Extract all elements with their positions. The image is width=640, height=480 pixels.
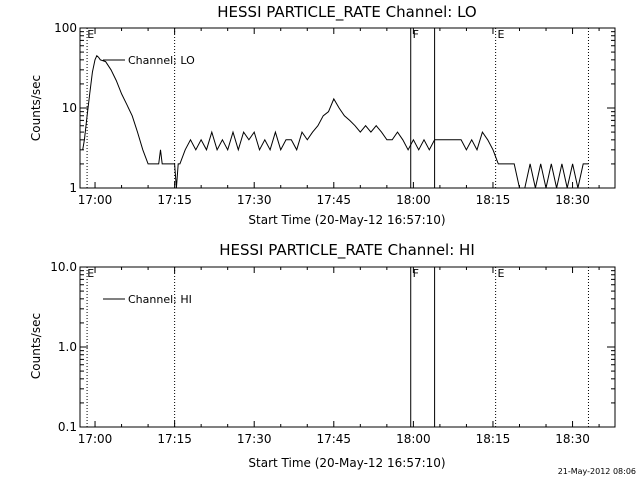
plot-lo: 17:00 17:15 17:30 17:45 18:00 18:15 18:30 1 10 10… (54, 21, 616, 207)
marker-letter-hi: E (498, 267, 505, 280)
x-tick-label-lo: 17:00 (78, 193, 113, 207)
plot-frame-hi (79, 266, 616, 428)
y-tick-label-lo: 1 (69, 181, 77, 195)
y-tick-label-hi: 0.1 (58, 420, 77, 434)
marker-letter-lo: F (413, 28, 419, 41)
x-tick-label-lo: 17:30 (237, 193, 272, 207)
x-tick-label-hi: 17:45 (316, 432, 351, 446)
chart-title-hi: HESSI PARTICLE_RATE Channel: HI (219, 241, 475, 260)
panel-lo: HESSI PARTICLE_RATE Channel: LO Counts/s… (29, 3, 616, 227)
x-tick-label-hi: 17:00 (78, 432, 113, 446)
x-tick-label-hi: 18:15 (476, 432, 511, 446)
timestamp: 21-May-2012 08:06 (558, 467, 636, 476)
legend-label-hi: Channel: HI (128, 293, 192, 306)
y-tick-label-lo: 100 (54, 21, 77, 35)
marker-letter-hi: E (87, 267, 94, 280)
y-axis-label-lo: Counts/sec (29, 75, 43, 141)
x-tick-label-hi: 18:30 (555, 432, 590, 446)
x-tick-label-lo: 18:00 (396, 193, 431, 207)
y-tick-label-hi: 1.0 (58, 340, 77, 354)
marker-letter-hi: F (413, 267, 419, 280)
y-tick-label-lo: 10 (62, 101, 77, 115)
y-axis-label-hi: Counts/sec (29, 313, 43, 379)
x-tick-label-hi: 17:15 (157, 432, 192, 446)
y-tick-label-hi: 10.0 (50, 260, 77, 274)
plot-frame-lo (79, 27, 616, 189)
x-axis-label-lo: Start Time (20-May-12 16:57:10) (248, 213, 445, 227)
x-axis-label-hi: Start Time (20-May-12 16:57:10) (248, 456, 445, 470)
marker-letter-lo: E (87, 28, 94, 41)
plot-hi: 17:00 17:15 17:30 17:45 18:00 18:15 18:30 0.1 1.… (50, 260, 616, 446)
panel-hi: HESSI PARTICLE_RATE Channel: HI Counts/s… (29, 241, 616, 470)
x-tick-label-lo: 18:15 (476, 193, 511, 207)
x-tick-label-lo: 18:30 (555, 193, 590, 207)
legend-label-lo: Channel: LO (128, 54, 195, 67)
x-tick-label-lo: 17:45 (316, 193, 351, 207)
chart-title-lo: HESSI PARTICLE_RATE Channel: LO (217, 3, 476, 22)
series-line-lo (82, 54, 589, 189)
x-tick-label-hi: 17:30 (237, 432, 272, 446)
x-tick-label-lo: 17:15 (157, 193, 192, 207)
marker-letter-lo: E (498, 28, 505, 41)
x-tick-label-hi: 18:00 (396, 432, 431, 446)
